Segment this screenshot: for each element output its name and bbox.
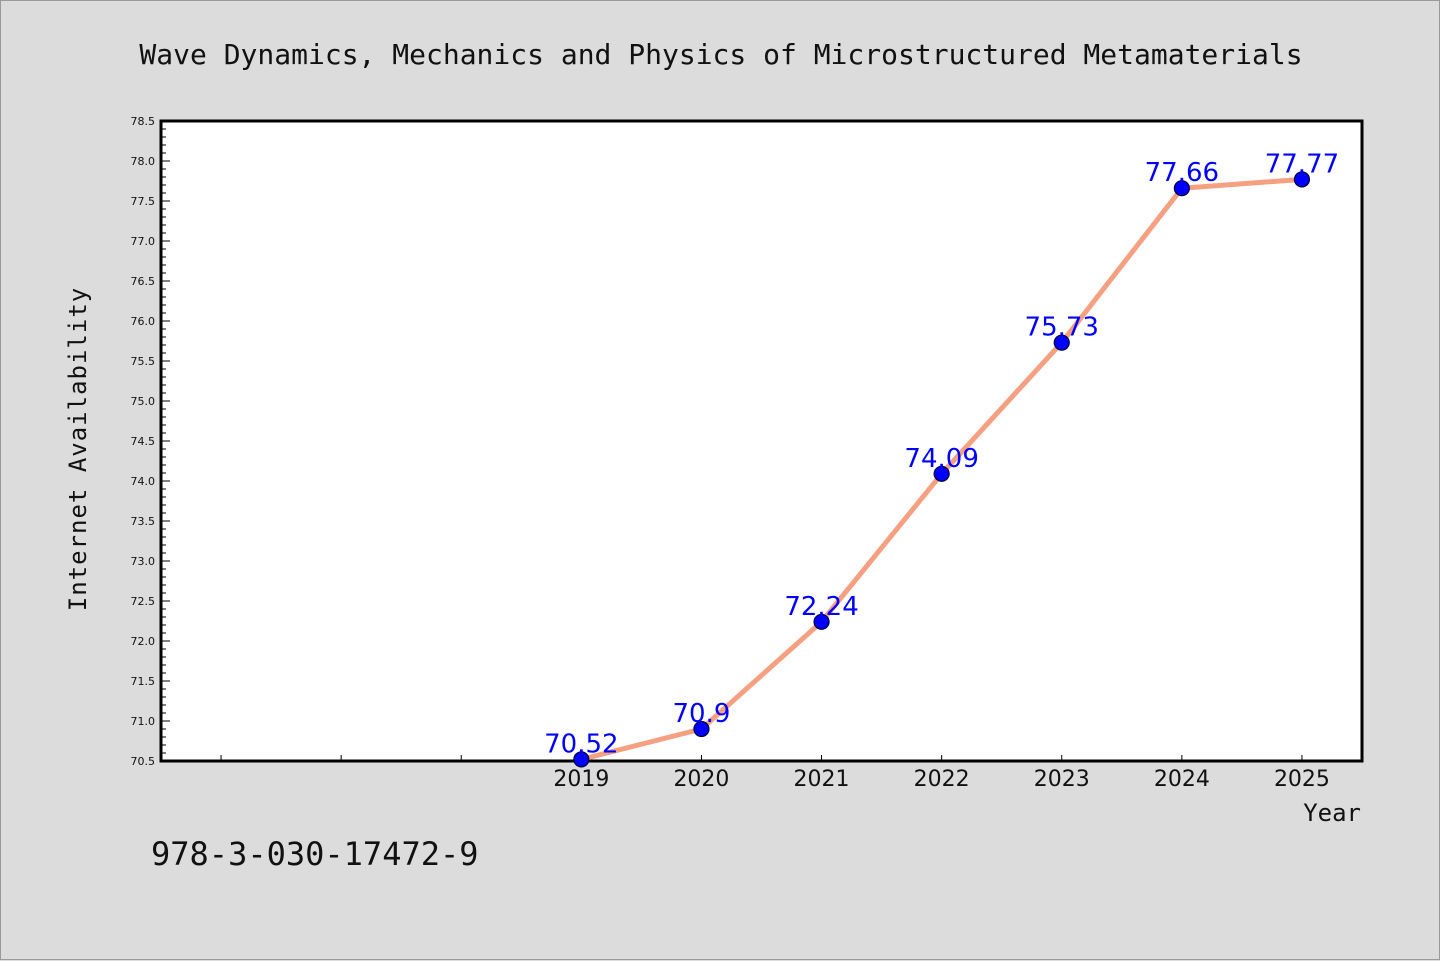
x-axis: 2019 2020 2021 2022 2023 2024 2025 — [220, 755, 1330, 792]
y-tick-label: 74.0 — [131, 475, 156, 488]
y-tick-label: 71.5 — [131, 675, 156, 688]
x-tick-label: 2021 — [794, 767, 850, 792]
x-tick-label: 2020 — [673, 767, 729, 792]
data-label: 74.09 — [904, 444, 978, 474]
y-axis: 70.5 71.0 71.5 72.0 72.5 73.0 73.5 74.0 74.5 75.0… — [131, 115, 170, 768]
data-label: 75.73 — [1025, 313, 1099, 343]
y-tick-label: 78.5 — [131, 115, 156, 128]
data-point — [1293, 171, 1311, 188]
y-tick-label: 75.0 — [131, 395, 156, 408]
data-point — [813, 613, 830, 630]
x-tick-label: 2025 — [1274, 767, 1330, 792]
data-label: 72.24 — [784, 592, 858, 622]
data-point — [1173, 180, 1190, 197]
y-tick-label: 75.5 — [131, 355, 156, 368]
data-label: 70.52 — [544, 729, 618, 759]
series-layer: 70.52 70.9 72.24 74.09 75.73 77.66 77.77 — [544, 149, 1339, 768]
y-tick-label: 73.0 — [131, 555, 156, 568]
y-axis-label: Internet Availability — [64, 287, 92, 611]
x-tick-label: 2019 — [553, 767, 609, 792]
chart-title: Wave Dynamics, Mechanics and Physics of … — [139, 38, 1302, 71]
data-point — [693, 720, 710, 738]
data-point — [1053, 334, 1070, 351]
x-tick-label: 2023 — [1034, 767, 1090, 792]
x-axis-label: Year — [1303, 799, 1361, 827]
data-point — [933, 465, 950, 482]
y-tick-label: 76.5 — [131, 275, 156, 288]
y-tick-label: 78.0 — [131, 155, 156, 168]
y-tick-label: 76.0 — [131, 315, 156, 328]
isbn-annotation: 978-3-030-17472-9 — [151, 835, 479, 873]
data-label: 70.9 — [673, 699, 731, 729]
x-tick-label: 2024 — [1154, 767, 1210, 792]
data-label: 77.77 — [1265, 149, 1339, 179]
data-point — [573, 751, 590, 768]
y-tick-label: 70.5 — [131, 755, 156, 768]
y-tick-label: 77.0 — [131, 235, 156, 248]
y-tick-label: 77.5 — [131, 195, 156, 208]
y-tick-label: 72.0 — [131, 635, 156, 648]
x-tick-label: 2022 — [914, 767, 970, 792]
y-tick-label: 71.0 — [131, 715, 156, 728]
plot-area — [159, 119, 1364, 763]
y-tick-label: 73.5 — [131, 515, 156, 528]
y-tick-label: 74.5 — [131, 435, 156, 448]
data-label: 77.66 — [1145, 158, 1219, 188]
y-tick-label: 72.5 — [131, 595, 156, 608]
